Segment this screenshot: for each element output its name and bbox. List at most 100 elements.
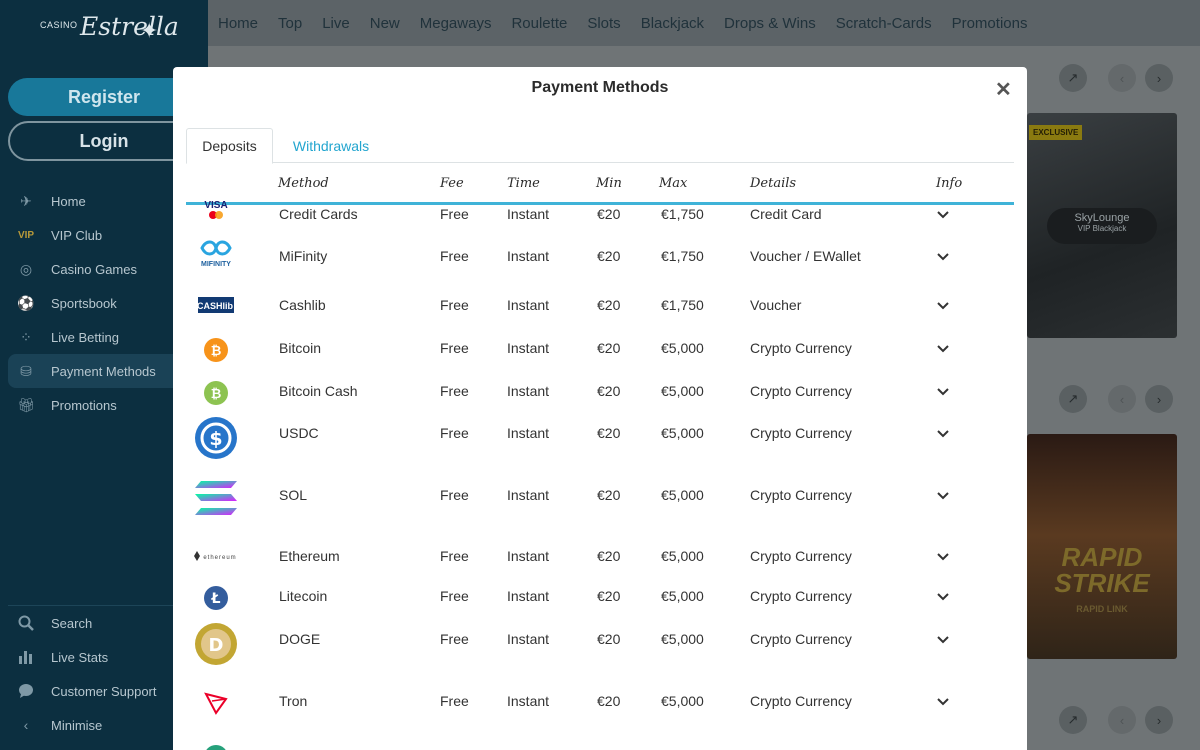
topnav-new[interactable]: New xyxy=(369,14,400,32)
topnav-home[interactable]: Home xyxy=(218,14,259,32)
cell-time: Instant xyxy=(507,588,550,604)
tron-logo-icon xyxy=(194,691,238,715)
carousel-next-button[interactable]: › xyxy=(1145,385,1173,413)
topnav-top[interactable]: Top xyxy=(278,14,303,32)
bitcoin-logo-icon: ₿ xyxy=(194,338,238,362)
sidebar-item-promotions[interactable]: 🎁︎ Promotions xyxy=(8,388,208,422)
chevron-down-icon[interactable] xyxy=(936,208,950,222)
visa-mastercard-logo-icon: VISA xyxy=(194,198,238,222)
cell-method: Bitcoin xyxy=(279,340,322,356)
cell-details: Credit Card xyxy=(750,206,822,222)
cell-min: €20 xyxy=(597,340,621,356)
svg-text:₿: ₿ xyxy=(211,387,222,402)
casino-estrella-logo[interactable]: CASINO Estrella ✦ xyxy=(40,12,179,48)
topnav-scratch-cards[interactable]: Scratch-Cards xyxy=(835,14,932,32)
game-tile-skylounge[interactable]: EXCLUSIVE SkyLounge VIP Blackjack xyxy=(1027,113,1177,338)
carousel-prev-button[interactable]: ‹ xyxy=(1108,385,1136,413)
sidebar-item-label: Customer Support xyxy=(51,683,157,699)
svg-text:ethereum: ethereum xyxy=(203,555,236,561)
sidebar-bottom-nav: Search Live Stats Customer Support ‹ Mini… xyxy=(8,605,208,742)
header-info: Info xyxy=(936,176,963,191)
sidebar-item-label: Home xyxy=(51,193,86,209)
chevron-down-icon[interactable] xyxy=(936,695,950,709)
cell-fee: Free xyxy=(440,383,469,399)
login-button[interactable]: Login xyxy=(8,121,200,161)
carousel-prev-button[interactable]: ‹ xyxy=(1108,64,1136,92)
cell-details: Crypto Currency xyxy=(750,631,852,647)
cell-method: Credit Cards xyxy=(279,206,358,222)
topnav-live[interactable]: Live xyxy=(322,14,350,32)
register-button[interactable]: Register xyxy=(8,78,200,116)
carousel-prev-button[interactable]: ‹ xyxy=(1108,706,1136,734)
cell-time: Instant xyxy=(507,206,550,222)
sidebar-item-live-betting[interactable]: ⁘ Live Betting xyxy=(8,320,208,354)
cell-method: MiFinity xyxy=(279,248,328,264)
chat-icon xyxy=(16,683,36,699)
cell-min: €20 xyxy=(597,425,621,441)
cell-min: €20 xyxy=(597,297,621,313)
chevron-down-icon[interactable] xyxy=(936,489,950,503)
cell-max: €5,000 xyxy=(661,548,704,564)
logo-big-text: Estrella xyxy=(80,12,179,41)
sidebar-item-label: VIP Club xyxy=(51,227,103,243)
chevron-down-icon[interactable] xyxy=(936,427,950,441)
tab-withdrawals[interactable]: Withdrawals xyxy=(292,138,370,154)
chevron-down-icon[interactable] xyxy=(936,299,950,313)
logo-star-icon: ✦ xyxy=(140,18,159,43)
cell-fee: Free xyxy=(440,340,469,356)
cell-method: Bitcoin Cash xyxy=(279,383,358,399)
cell-time: Instant xyxy=(507,425,550,441)
cell-method: SOL xyxy=(279,487,308,503)
skylounge-label: SkyLounge VIP Blackjack xyxy=(1047,208,1157,244)
topnav-promotions[interactable]: Promotions xyxy=(951,14,1028,32)
cell-method: Ethereum xyxy=(279,548,340,564)
sidebar-item-minimise[interactable]: ‹ Minimise xyxy=(8,708,208,742)
close-icon[interactable]: ✕ xyxy=(995,79,1012,101)
cell-fee: Free xyxy=(440,425,469,441)
chevron-down-icon[interactable] xyxy=(936,590,950,604)
topnav-megaways[interactable]: Megaways xyxy=(419,14,492,32)
cell-time: Instant xyxy=(507,248,550,264)
game-tile-rapid-strike[interactable]: RAPID STRIKE RAPID LINK xyxy=(1027,434,1177,659)
sidebar-item-sportsbook[interactable]: ⚽ Sportsbook xyxy=(8,286,208,320)
cell-max: €1,750 xyxy=(661,297,704,313)
sidebar-item-live-stats[interactable]: Live Stats xyxy=(8,640,208,674)
topnav-slots[interactable]: Slots xyxy=(587,14,621,32)
topnav-drops-wins[interactable]: Drops & Wins xyxy=(724,14,816,32)
topnav-roulette[interactable]: Roulette xyxy=(511,14,568,32)
chevron-down-icon[interactable] xyxy=(936,633,950,647)
sidebar-item-home[interactable]: ✈ Home xyxy=(8,184,208,218)
cell-min: €20 xyxy=(597,631,621,647)
open-external-icon[interactable]: ↗ xyxy=(1059,385,1087,413)
sidebar-item-search[interactable]: Search xyxy=(8,606,208,640)
sidebar-item-label: Search xyxy=(51,615,93,631)
carousel-next-button[interactable]: › xyxy=(1145,64,1173,92)
cell-max: €5,000 xyxy=(661,425,704,441)
stats-icon xyxy=(16,649,36,665)
sidebar-item-vip-club[interactable]: VIP VIP Club xyxy=(8,218,208,252)
skylounge-title: SkyLounge xyxy=(1074,212,1130,224)
cell-fee: Free xyxy=(440,693,469,709)
chevron-down-icon[interactable] xyxy=(936,550,950,564)
chevron-down-icon[interactable] xyxy=(936,342,950,356)
cell-details: Crypto Currency xyxy=(750,588,852,604)
topnav-blackjack[interactable]: Blackjack xyxy=(640,14,705,32)
sidebar-item-customer-support[interactable]: Customer Support xyxy=(8,674,208,708)
rapid-strike-label: RAPID STRIKE RAPID LINK xyxy=(1035,544,1169,622)
bitcoin-cash-logo-icon: ₿ xyxy=(194,381,238,405)
cell-time: Instant xyxy=(507,693,550,709)
gift-icon: 🎁︎ xyxy=(17,396,35,413)
cell-details: Voucher / EWallet xyxy=(750,248,861,264)
cell-time: Instant xyxy=(507,383,550,399)
open-external-icon[interactable]: ↗ xyxy=(1059,706,1087,734)
tab-deposits[interactable]: Deposits xyxy=(186,128,273,164)
sidebar-item-casino-games[interactable]: ◎ Casino Games xyxy=(8,252,208,286)
chevron-down-icon[interactable] xyxy=(936,385,950,399)
chevron-down-icon[interactable] xyxy=(936,250,950,264)
exclusive-badge: EXCLUSIVE xyxy=(1029,125,1083,140)
open-external-icon[interactable]: ↗ xyxy=(1059,64,1087,92)
cashlib-logo-icon: CASHlib xyxy=(194,295,238,315)
rapid-strike-title: RAPID STRIKE xyxy=(1054,542,1150,598)
carousel-next-button[interactable]: › xyxy=(1145,706,1173,734)
cell-time: Instant xyxy=(507,297,550,313)
